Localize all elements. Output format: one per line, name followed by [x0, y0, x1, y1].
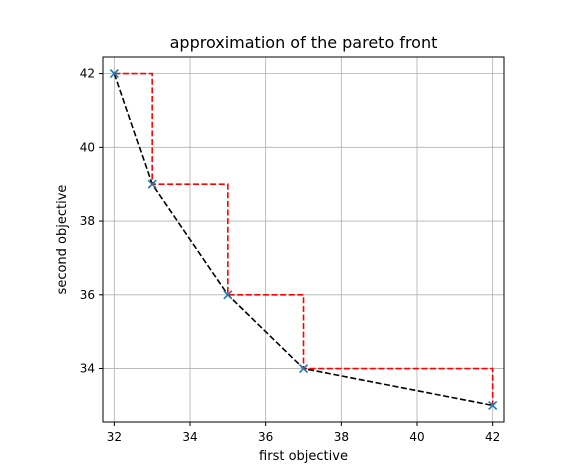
- x-tick-label: 32: [107, 430, 122, 444]
- y-tick-label: 36: [80, 288, 95, 302]
- grid: [103, 57, 504, 422]
- data-point: [488, 400, 498, 410]
- x-tick-label: 38: [334, 430, 349, 444]
- data-point: [223, 290, 233, 300]
- chart-title: approximation of the pareto front: [170, 33, 438, 52]
- y-tick-label: 42: [80, 67, 95, 81]
- y-tick-label: 40: [80, 140, 95, 154]
- data-point: [147, 179, 157, 189]
- staircase-series: [114, 72, 494, 406]
- x-tick-label: 34: [182, 430, 197, 444]
- staircase-line: [114, 72, 494, 406]
- x-tick-label: 36: [258, 430, 273, 444]
- plot-frame: [102, 56, 505, 423]
- points-series: [109, 69, 498, 410]
- y-tick-label: 34: [80, 362, 95, 376]
- front-line: [113, 73, 493, 407]
- axis-ticks: 32 34 36 38 40 42 34 36 38 40 42: [80, 67, 501, 444]
- data-point: [109, 69, 119, 79]
- x-tick-label: 40: [409, 430, 424, 444]
- front-line-series: [113, 73, 493, 407]
- x-axis-label: first objective: [259, 449, 348, 464]
- x-tick-label: 42: [485, 430, 500, 444]
- y-axis-label: second objective: [55, 185, 70, 295]
- y-tick-label: 38: [80, 214, 95, 228]
- data-point: [298, 363, 309, 374]
